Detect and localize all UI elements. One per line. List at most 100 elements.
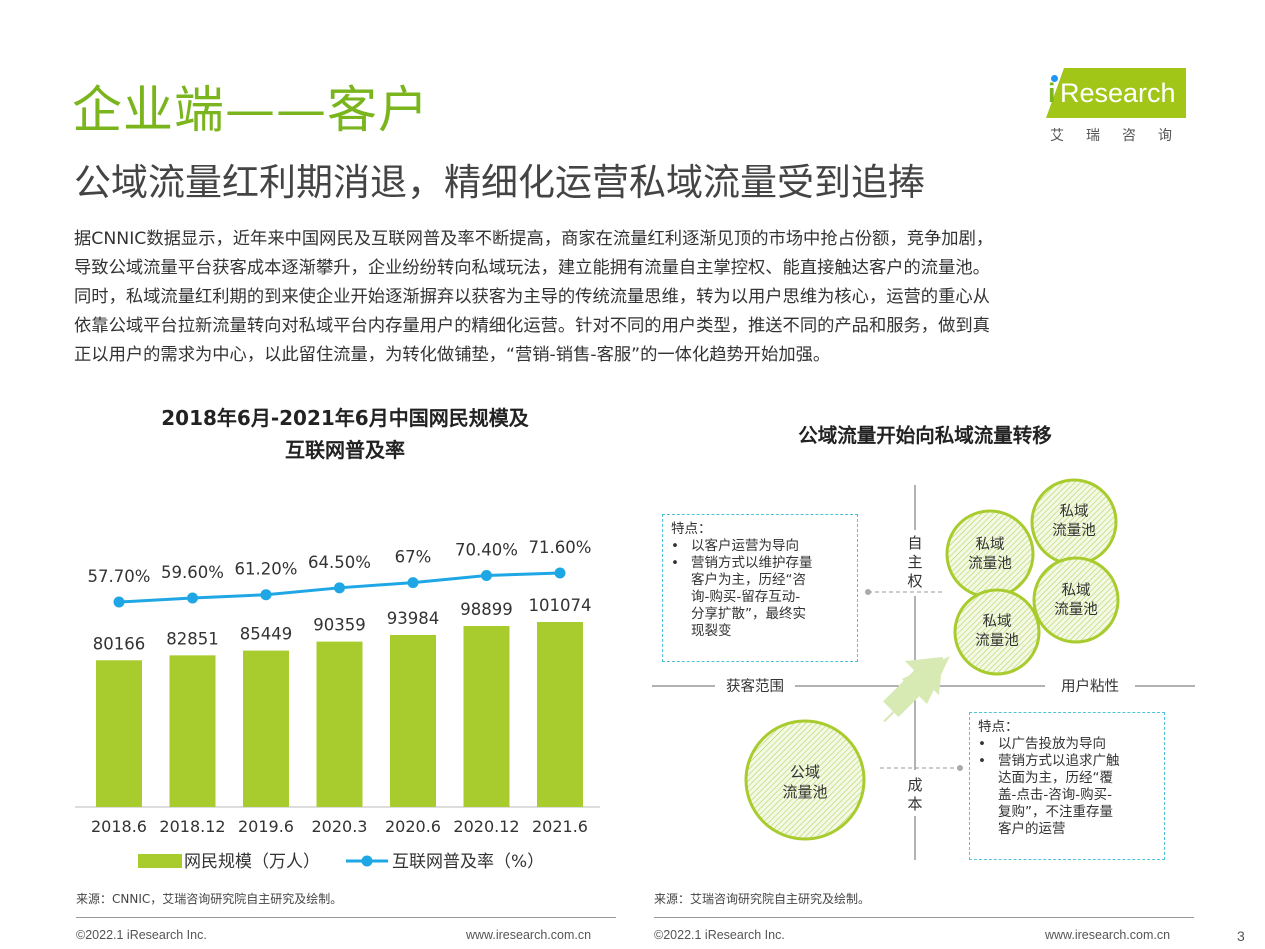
intro-paragraph: 据CNNIC数据显示，近年来中国网民及互联网普及率不断提高，商家在流量红利逐渐见… [74, 225, 1204, 370]
line-point [481, 570, 492, 582]
footer-divider-right [654, 917, 1194, 918]
line-point [554, 567, 566, 579]
private-note-bullet-1: • 以客户运营为导向 [671, 538, 799, 554]
x-tick-label: 2020.6 [385, 817, 441, 836]
svg-text:私域: 私域 [1062, 582, 1091, 599]
legend-bar-label: 网民规模（万人） [184, 852, 320, 872]
line-label: 59.60% [161, 563, 224, 582]
public-pool-note: 特点： • 以广告投放为导向 • 营销方式以追求广触 达面为主，历经“覆 盖-点… [969, 712, 1165, 860]
footer-copyright-right: ©2022.1 iResearch Inc. [654, 928, 785, 942]
logo-brand: Research [1060, 78, 1176, 108]
iresearch-logo: i Research 艾瑞咨询 [1046, 68, 1198, 148]
axis-label-top-2: 主 [907, 553, 922, 571]
right-diagram-title: 公域流量开始向私域流量转移 [798, 424, 1052, 447]
x-tick-label: 2018.12 [159, 817, 225, 836]
bar-2020.12 [463, 625, 510, 807]
x-tick-label: 2020.12 [453, 817, 519, 836]
axis-label-bottom-1: 成 [907, 776, 922, 794]
x-tick-label: 2019.6 [238, 817, 294, 836]
line-label: 57.70% [88, 567, 151, 586]
footer-copyright-left: ©2022.1 iResearch Inc. [76, 928, 207, 942]
logo-i: i [1048, 78, 1056, 108]
logo-chinese: 艾瑞咨询 [1050, 128, 1194, 144]
footer-url-left[interactable]: www.iresearch.com.cn [466, 928, 592, 942]
footer-divider-left [76, 917, 616, 918]
line-point [334, 582, 345, 594]
svg-text:私域: 私域 [983, 613, 1012, 630]
svg-text:私域: 私域 [1060, 503, 1089, 520]
bar-label: 80166 [93, 634, 146, 653]
bar-label: 85449 [240, 625, 293, 644]
private-note-bullet-2: • 营销方式以维护存量 客户为主，历经“咨 询-购买-留存互动- 分享扩散”，最… [671, 555, 813, 639]
intro-line: 导致公域流量平台获客成本逐渐攀升，企业纷纷转向私域玩法，建立能拥有流量自主掌控权… [74, 258, 990, 278]
axis-label-right: 用户粘性 [1061, 678, 1119, 695]
axis-label-top-1: 自 [907, 534, 922, 552]
bar-label: 93984 [387, 609, 440, 628]
bar-2018.6 [96, 660, 142, 807]
svg-text:流量池: 流量池 [968, 555, 1012, 572]
private-pool-4: 私域 流量池 [953, 588, 1041, 676]
line-label: 70.40% [455, 541, 518, 560]
footer-url-right[interactable]: www.iresearch.com.cn [1045, 928, 1171, 942]
left-source: 来源：CNNIC，艾瑞咨询研究院自主研究及绘制。 [76, 892, 343, 906]
private-pool-3: 私域 流量池 [1032, 556, 1120, 644]
line-label: 67% [395, 548, 432, 567]
svg-text:流量池: 流量池 [1052, 522, 1096, 539]
page-number: 3 [1237, 928, 1245, 944]
svg-text:私域: 私域 [976, 536, 1005, 553]
intro-line: 同时，私域流量红利期的到来使企业开始逐渐摒弃以获客为主导的传统流量思维，转为以用… [74, 287, 990, 307]
private-note-heading: 特点： [671, 521, 712, 537]
x-tick-label: 2018.6 [91, 817, 147, 836]
bullet-dot: • [978, 753, 986, 769]
left-chart-title: 2018年6月-2021年6月中国网民规模及 互联网普及率 [90, 402, 600, 466]
bar-label: 98899 [460, 600, 513, 619]
line-point [113, 596, 125, 608]
intro-line: 依靠公域平台拉新流量转向对私域平台内存量用户的精细化运营。针对不同的用户类型，推… [74, 316, 990, 336]
intro-line: 据CNNIC数据显示，近年来中国网民及互联网普及率不断提高，商家在流量红利逐渐见… [74, 229, 994, 249]
bar-2021.6 [537, 622, 583, 807]
line-point [260, 589, 272, 601]
bar-2020.3 [316, 641, 363, 807]
legend-bar-swatch [138, 854, 182, 868]
svg-text:流量池: 流量池 [975, 632, 1019, 649]
page-title: 企业端——客户 [72, 81, 429, 139]
axis-label-bottom-2: 本 [907, 795, 922, 813]
bar-label: 90359 [313, 616, 366, 635]
intro-line: 正以用户的需求为中心，以此留住流量，为转化做铺垫，“营销-销售-客服”的一体化趋… [74, 345, 831, 365]
line-point [407, 577, 419, 589]
left-chart-title-line2: 互联网普及率 [285, 438, 405, 462]
left-chart-title-line1: 2018年6月-2021年6月中国网民规模及 [161, 406, 529, 430]
x-tick-label: 2020.3 [312, 817, 368, 836]
bar-label: 101074 [529, 596, 592, 615]
axis-label-top-3: 权 [907, 572, 922, 590]
public-note-bullet-1: • 以广告投放为导向 [978, 736, 1106, 752]
shift-arrow-icon-shape [883, 656, 944, 717]
private-pool-1: 私域 流量池 [945, 509, 1035, 599]
logo-banner [1046, 68, 1186, 118]
netizen-chart: 80166 2018.6 82851 2018.12 85449 2019.6 90359 2… [75, 538, 600, 872]
svg-text:流量池: 流量池 [782, 783, 827, 801]
logo-dot-icon [1051, 75, 1058, 82]
bullet-dot: • [671, 538, 679, 554]
line-label: 71.60% [529, 538, 592, 557]
line-label: 64.50% [308, 553, 371, 572]
axis-label-left: 获客范围 [726, 678, 784, 695]
public-pool: 公域 流量池 [744, 719, 866, 841]
bar-label: 82851 [166, 629, 219, 648]
bar-2018.12 [169, 655, 216, 807]
public-note-heading: 特点： [978, 719, 1019, 735]
bullet-dot: • [978, 736, 986, 752]
svg-text:流量池: 流量池 [1054, 601, 1098, 618]
x-tick-label: 2021.6 [532, 817, 588, 836]
bar-2019.6 [243, 650, 289, 807]
bar-2020.6 [390, 634, 436, 807]
line-point [187, 592, 198, 604]
traffic-shift-diagram: 获客范围 用户粘性 自 主 权 成 本 私域 流量池 私域 流量池 私域 流量池… [652, 478, 1195, 860]
legend-line-label: 互联网普及率（%） [392, 852, 544, 872]
page-subtitle: 公域流量红利期消退，精细化运营私域流量受到追捧 [74, 161, 925, 204]
legend-line-marker [361, 855, 373, 867]
public-note-bullet-2: • 营销方式以追求广触 达面为主，历经“覆 盖-点击-咨询-购买- 复购”，不注… [978, 753, 1120, 837]
svg-text:公域: 公域 [790, 763, 820, 781]
private-pool-note: 特点： • 以客户运营为导向 • 营销方式以维护存量 客户为主，历经“咨 询-购… [662, 514, 858, 662]
right-source: 来源：艾瑞咨询研究院自主研究及绘制。 [654, 892, 871, 906]
